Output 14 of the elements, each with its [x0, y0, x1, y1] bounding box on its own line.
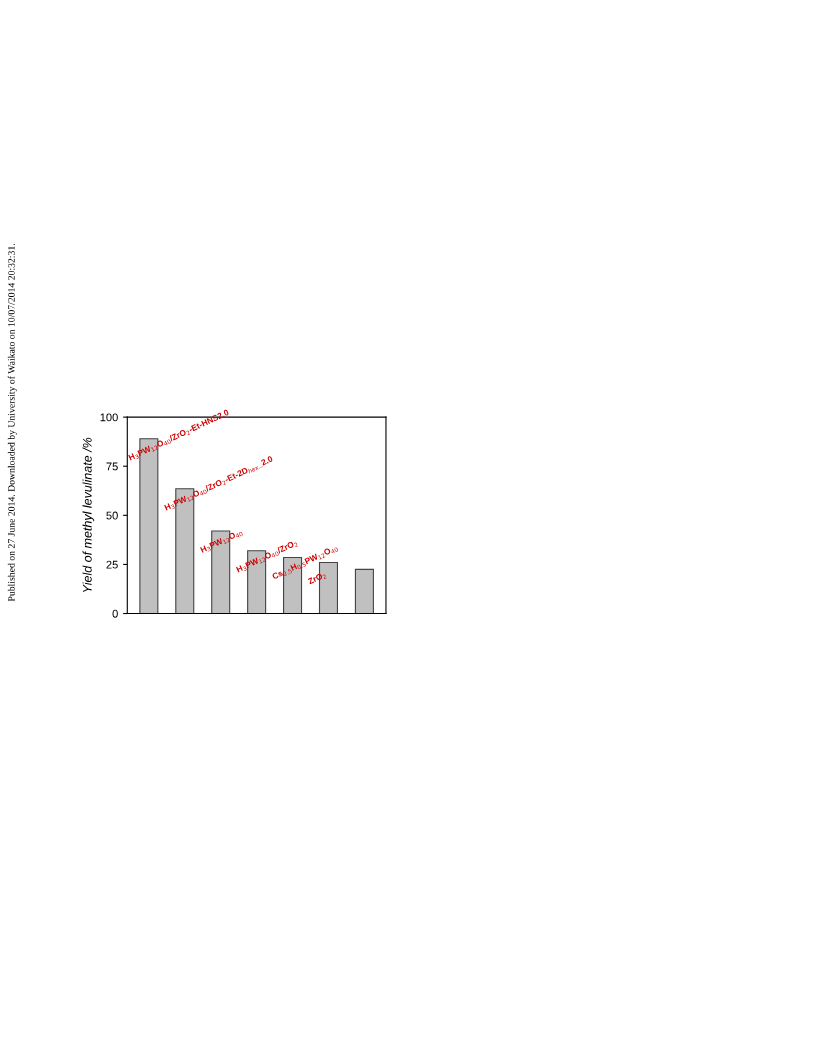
y-axis-title: Yield of methyl levulinate /%: [82, 437, 95, 593]
annotation: H$_{3}$PW$_{12}$O$_{40}$: [200, 528, 244, 555]
bar: [354, 568, 374, 614]
y-tick-label: 25: [106, 560, 118, 569]
bar: [139, 438, 159, 614]
bar: [175, 488, 195, 614]
bar: [211, 530, 231, 614]
y-tick-label: 50: [106, 511, 118, 520]
bar: [247, 550, 267, 614]
y-tick-label: 0: [112, 609, 118, 618]
text: Published on 27 June 2014. Downloaded by University of Waikato on 10/07/2014 20:32:31.: [7, 243, 17, 602]
y-tick-label: 75: [106, 462, 118, 471]
y-tick-label: 100: [100, 413, 118, 422]
annotation: ZrO$_{2}$: [307, 571, 327, 586]
